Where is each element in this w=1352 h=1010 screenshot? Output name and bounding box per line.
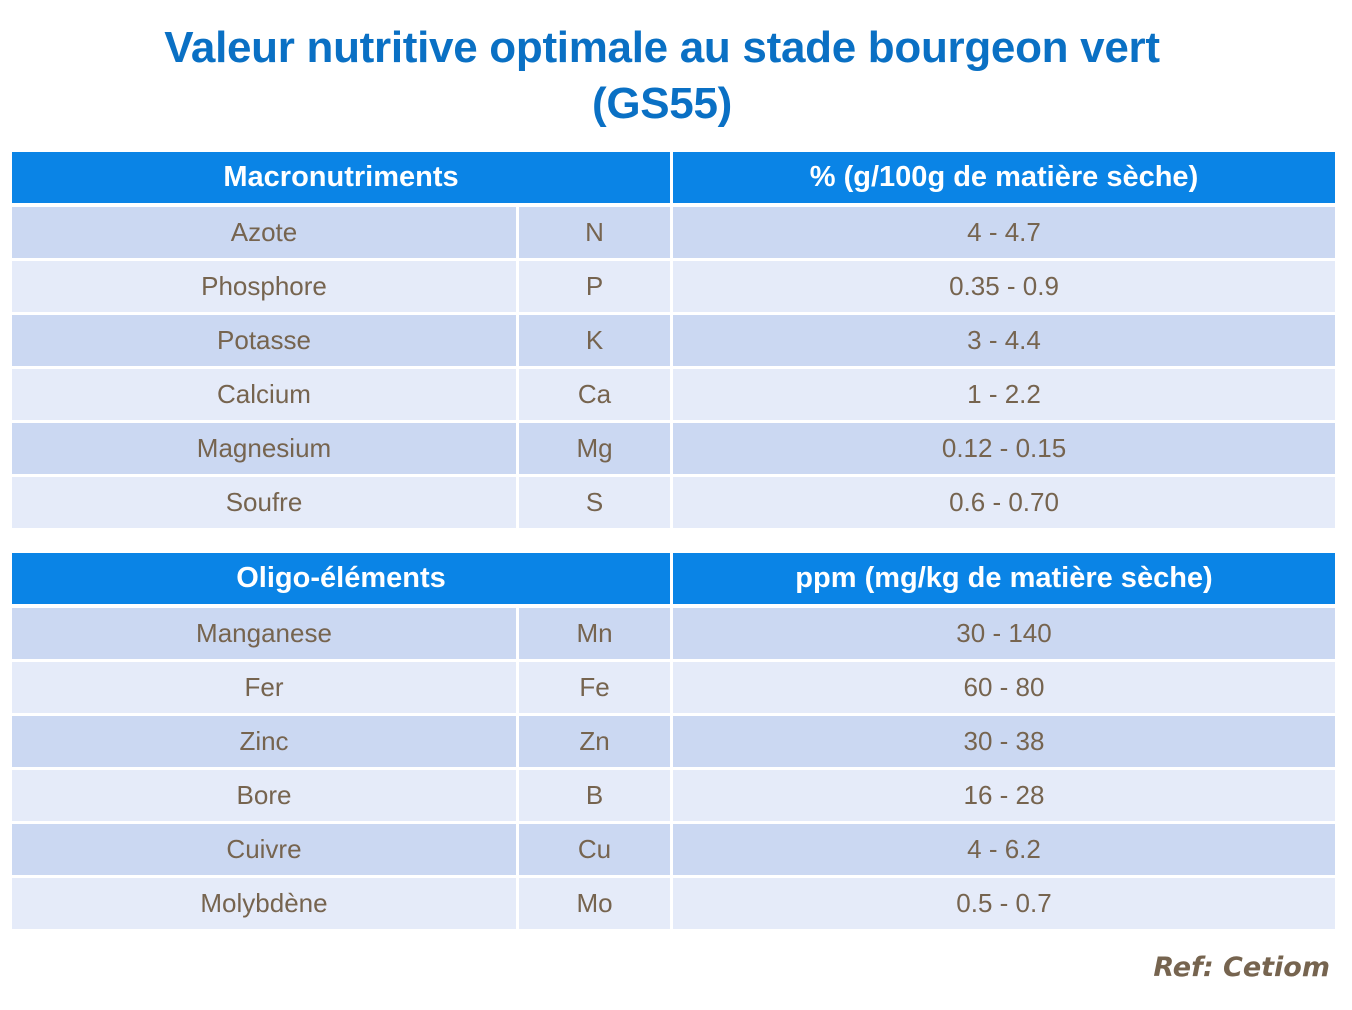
- nutrient-symbol: N: [519, 207, 674, 261]
- table-row: Calcium Ca 1 - 2.2: [12, 369, 1336, 423]
- nutrient-range: 1 - 2.2: [673, 369, 1336, 423]
- element-range: 4 - 6.2: [673, 824, 1335, 878]
- trace-elements-table: Oligo-éléments ppm (mg/kg de matière sèc…: [12, 553, 1335, 929]
- nutrient-range: 0.12 - 0.15: [673, 423, 1336, 477]
- nutrient-range: 0.6 - 0.70: [673, 477, 1336, 528]
- header-name: Macronutriments: [12, 152, 674, 207]
- nutrient-symbol: K: [519, 315, 674, 369]
- element-symbol: Zn: [519, 716, 673, 770]
- nutrient-name: Magnesium: [12, 423, 519, 477]
- nutrient-name: Phosphore: [12, 261, 519, 315]
- table-header: Macronutriments % (g/100g de matière sèc…: [12, 152, 1336, 207]
- table-row: Manganese Mn 30 - 140: [12, 608, 1335, 662]
- header-value: ppm (mg/kg de matière sèche): [673, 553, 1335, 608]
- table-row: Phosphore P 0.35 - 0.9: [12, 261, 1336, 315]
- table-row: Molybdène Mo 0.5 - 0.7: [12, 878, 1335, 929]
- nutrient-symbol: Mg: [519, 423, 674, 477]
- element-range: 30 - 140: [673, 608, 1335, 662]
- nutrient-name: Calcium: [12, 369, 519, 423]
- element-range: 16 - 28: [673, 770, 1335, 824]
- table-row: Azote N 4 - 4.7: [12, 207, 1336, 261]
- element-name: Cuivre: [12, 824, 519, 878]
- nutrient-name: Potasse: [12, 315, 519, 369]
- nutrient-symbol: Ca: [519, 369, 674, 423]
- table-row: Zinc Zn 30 - 38: [12, 716, 1335, 770]
- element-range: 30 - 38: [673, 716, 1335, 770]
- element-symbol: Cu: [519, 824, 673, 878]
- page-title: Valeur nutritive optimale au stade bourg…: [0, 20, 1324, 132]
- element-symbol: Mn: [519, 608, 673, 662]
- element-name: Zinc: [12, 716, 519, 770]
- nutrient-symbol: P: [519, 261, 674, 315]
- header-name: Oligo-éléments: [12, 553, 673, 608]
- element-name: Fer: [12, 662, 519, 716]
- reference-note: Ref: Cetiom: [1153, 952, 1330, 983]
- element-range: 0.5 - 0.7: [673, 878, 1335, 929]
- nutrient-name: Azote: [12, 207, 519, 261]
- title-line-2: (GS55): [591, 79, 733, 128]
- macronutrients-table: Macronutriments % (g/100g de matière sèc…: [12, 152, 1336, 528]
- nutrient-range: 3 - 4.4: [673, 315, 1336, 369]
- nutrient-range: 4 - 4.7: [673, 207, 1336, 261]
- table-row: Soufre S 0.6 - 0.70: [12, 477, 1336, 528]
- table-row: Potasse K 3 - 4.4: [12, 315, 1336, 369]
- table-row: Fer Fe 60 - 80: [12, 662, 1335, 716]
- table-row: Cuivre Cu 4 - 6.2: [12, 824, 1335, 878]
- header-value: % (g/100g de matière sèche): [673, 152, 1336, 207]
- element-name: Manganese: [12, 608, 519, 662]
- table-row: Bore B 16 - 28: [12, 770, 1335, 824]
- element-name: Bore: [12, 770, 519, 824]
- element-name: Molybdène: [12, 878, 519, 929]
- nutrient-name: Soufre: [12, 477, 519, 528]
- nutrient-range: 0.35 - 0.9: [673, 261, 1336, 315]
- element-symbol: B: [519, 770, 673, 824]
- table-row: Magnesium Mg 0.12 - 0.15: [12, 423, 1336, 477]
- element-range: 60 - 80: [673, 662, 1335, 716]
- element-symbol: Mo: [519, 878, 673, 929]
- table-header: Oligo-éléments ppm (mg/kg de matière sèc…: [12, 553, 1335, 608]
- title-line-1: Valeur nutritive optimale au stade bourg…: [164, 23, 1160, 72]
- element-symbol: Fe: [519, 662, 673, 716]
- nutrient-symbol: S: [519, 477, 674, 528]
